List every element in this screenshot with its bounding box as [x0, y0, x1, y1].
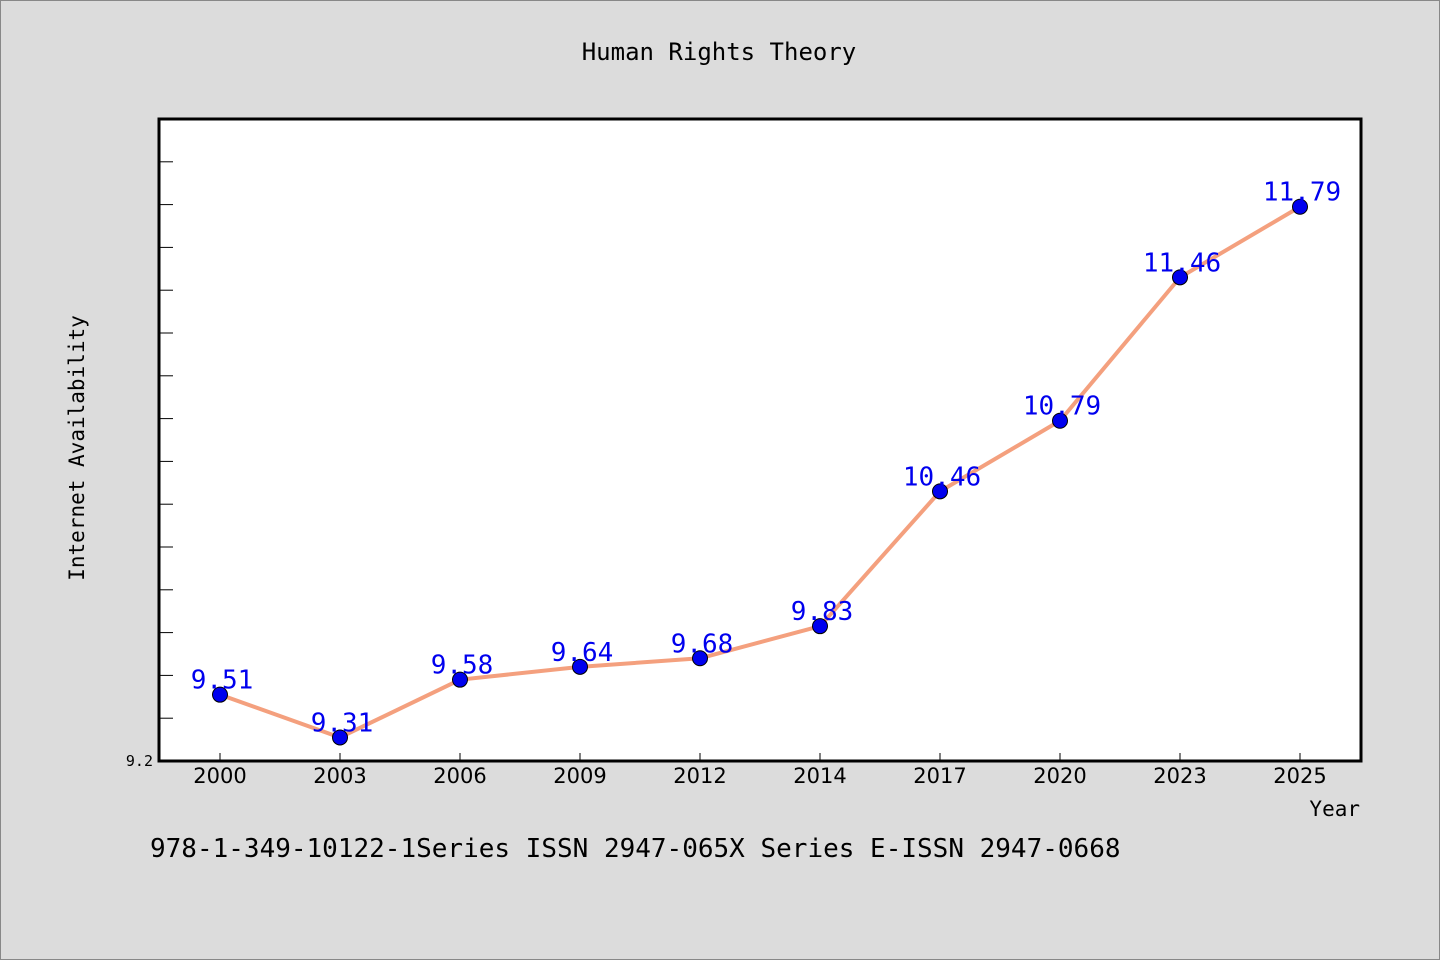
data-point	[932, 483, 948, 500]
x-tick-label: 2006	[433, 764, 486, 788]
data-label: 10.46	[903, 462, 981, 492]
y-axis-tick-labels: 9.2	[126, 752, 153, 770]
data-point	[212, 686, 228, 703]
y-tick-label: 9.2	[126, 752, 153, 770]
series-line	[218, 204, 1302, 740]
data-point	[452, 671, 468, 688]
data-label: 9.31	[311, 708, 374, 738]
data-label: 11.46	[1143, 248, 1221, 278]
data-label: 11.79	[1263, 178, 1341, 208]
x-tick-label: 2012	[673, 764, 726, 788]
series-lines	[218, 204, 1302, 740]
x-tick-label: 2009	[553, 764, 606, 788]
plot-area	[157, 117, 1363, 763]
x-axis-ticks	[219, 753, 1301, 761]
data-label: 10.79	[1023, 392, 1101, 422]
footer-isbn-text: 978-1-349-10122-1Series ISSN 2947-065X S…	[150, 834, 1121, 864]
data-label: 9.58	[431, 651, 494, 681]
x-tick-label: 2000	[193, 764, 246, 788]
data-label: 9.64	[551, 638, 614, 668]
y-axis-label: Internet Availability	[65, 315, 89, 581]
x-tick-label: 2025	[1273, 764, 1326, 788]
x-tick-label: 2020	[1033, 764, 1086, 788]
data-label: 9.51	[191, 666, 254, 696]
x-tick-label: 2017	[913, 764, 966, 788]
data-point	[812, 618, 828, 635]
data-point	[332, 729, 348, 746]
data-point	[692, 650, 708, 667]
x-tick-label: 2014	[793, 764, 846, 788]
x-tick-label: 2023	[1153, 764, 1206, 788]
chart-title: Human Rights Theory	[582, 38, 857, 66]
x-axis-label: Year	[1309, 797, 1360, 821]
data-label: 9.83	[791, 597, 854, 627]
data-point	[1172, 269, 1188, 286]
data-point	[572, 658, 588, 675]
y-axis-ticks	[159, 118, 173, 762]
data-point	[1292, 198, 1308, 215]
data-label: 9.68	[671, 629, 734, 659]
x-axis-tick-labels: 2000 2003 2006 2009 2012 2014 2017 2020 2023 2025	[193, 764, 1326, 788]
data-labels: 9.51 9.31 9.58 9.64 9.68 9.83 10.46 10.79 11.46 1…	[191, 178, 1341, 739]
data-point	[1052, 412, 1068, 429]
x-tick-label: 2003	[313, 764, 366, 788]
data-markers	[212, 198, 1308, 746]
